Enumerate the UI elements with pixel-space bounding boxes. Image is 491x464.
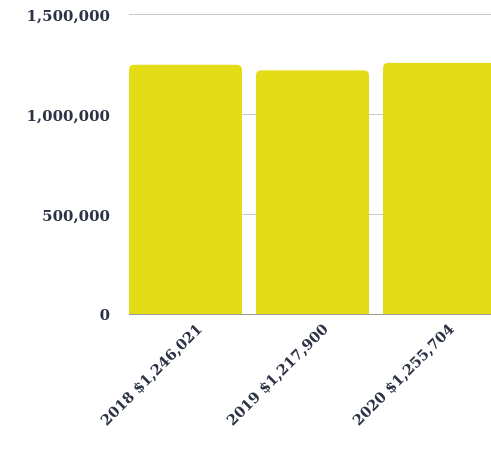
y-tick-label-2: 1,000,000 <box>26 107 110 125</box>
y-tick-label-3: 1,500,000 <box>26 7 110 25</box>
y-tick-label-0: 0 <box>100 306 110 324</box>
x-axis: 2018 $1,246,021 2019 $1,217,900 2020 $1,… <box>97 321 457 429</box>
bar-2018 <box>129 64 242 314</box>
x-tick-label-0: 2018 $1,246,021 <box>97 321 205 429</box>
bars <box>129 62 491 314</box>
bar-2019 <box>256 70 369 314</box>
bar-2020 <box>383 62 491 314</box>
y-tick-label-1: 500,000 <box>42 207 110 225</box>
x-tick-label-2: 2020 $1,255,704 <box>349 321 457 429</box>
x-tick-label-1: 2019 $1,217,900 <box>223 321 331 429</box>
y-axis: 0 500,000 1,000,000 1,500,000 <box>26 7 110 324</box>
